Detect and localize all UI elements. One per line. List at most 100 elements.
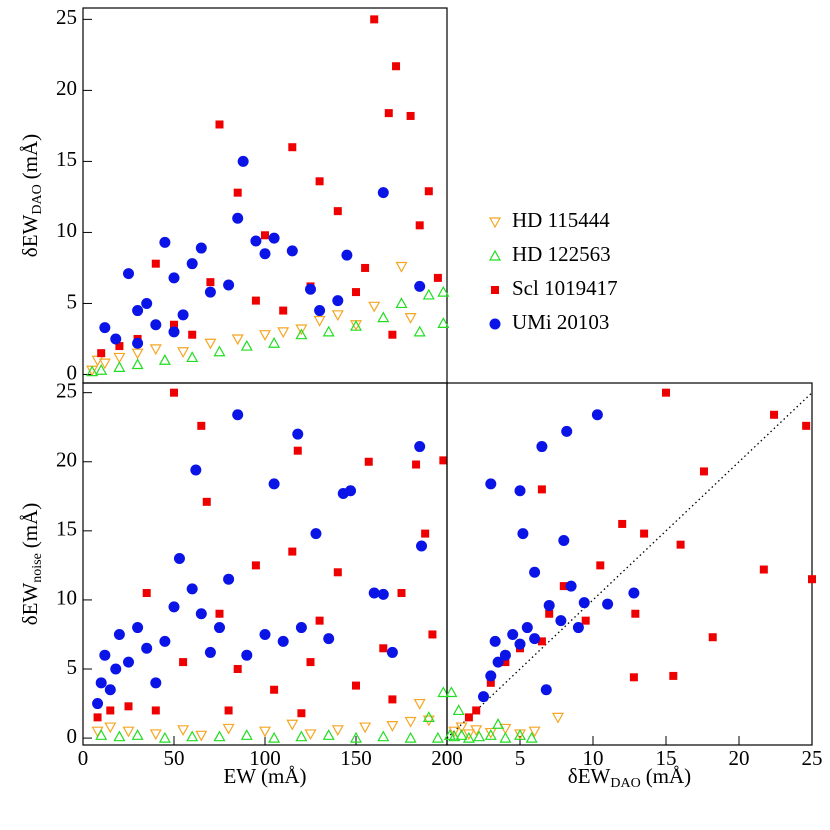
point (478, 691, 489, 703)
point (629, 673, 638, 682)
point (106, 706, 115, 715)
x-tick-label: 0 (442, 746, 453, 770)
point (151, 706, 160, 715)
point (223, 573, 235, 585)
point (455, 729, 468, 740)
point (413, 325, 426, 337)
point (333, 207, 342, 216)
point (123, 656, 134, 668)
point (233, 665, 242, 674)
point (297, 709, 306, 718)
point (499, 731, 512, 743)
point (159, 635, 171, 647)
point (485, 478, 497, 490)
label-text: δEW (18, 583, 42, 626)
point (386, 721, 399, 732)
point (386, 646, 398, 658)
point (484, 727, 497, 739)
point (414, 280, 426, 292)
point (473, 730, 486, 742)
point (93, 713, 102, 722)
point (406, 111, 415, 120)
point (151, 259, 160, 268)
point (333, 568, 342, 577)
point (384, 109, 393, 118)
one-to-one-line (446, 392, 813, 739)
point (352, 681, 360, 690)
point (349, 319, 363, 331)
point (412, 460, 421, 469)
point (555, 615, 567, 627)
x-tick-label: 100 (249, 746, 281, 770)
point (250, 235, 262, 247)
point (158, 731, 171, 743)
point (177, 347, 190, 358)
point (99, 649, 111, 661)
point (368, 301, 381, 313)
point (472, 706, 481, 715)
point (131, 358, 144, 370)
point (669, 671, 678, 680)
point (168, 272, 180, 284)
point (437, 285, 450, 297)
point (204, 646, 216, 658)
point (288, 143, 297, 152)
point (551, 712, 564, 724)
point (528, 726, 541, 738)
point (259, 628, 271, 640)
point (395, 297, 408, 309)
point (379, 644, 388, 653)
point (392, 62, 401, 71)
point (486, 678, 495, 687)
point (110, 663, 122, 675)
point (315, 177, 324, 186)
point (314, 305, 326, 317)
point (404, 313, 417, 324)
point (113, 628, 125, 640)
point (286, 245, 298, 257)
point (98, 358, 111, 370)
point (293, 446, 302, 455)
point (578, 597, 590, 609)
legend-label: HD 115444 (512, 208, 610, 232)
point (240, 729, 253, 740)
point (628, 587, 640, 599)
point (195, 608, 207, 620)
point (618, 519, 627, 528)
point (213, 345, 226, 357)
point (179, 658, 188, 667)
point (332, 295, 344, 307)
point (177, 309, 189, 321)
point (499, 649, 511, 661)
point (104, 684, 116, 696)
point (507, 628, 519, 640)
point (464, 713, 473, 722)
point (99, 322, 111, 334)
point (514, 485, 526, 497)
point (322, 729, 335, 740)
point (529, 566, 541, 578)
point (596, 561, 605, 570)
point (708, 633, 717, 642)
point (113, 352, 126, 364)
axis-label: δEWnoise (mÅ) (18, 503, 45, 626)
point (186, 583, 198, 595)
point (581, 616, 590, 625)
point (223, 279, 235, 291)
point (92, 698, 104, 710)
point (268, 336, 281, 348)
point (322, 325, 335, 337)
point (231, 334, 244, 346)
x-tick-label: 20 (729, 746, 750, 770)
point (131, 348, 144, 360)
point (517, 528, 529, 540)
point (251, 296, 260, 305)
point (132, 337, 144, 349)
point (699, 467, 708, 476)
x-tick-label: 50 (164, 746, 185, 770)
point (349, 731, 363, 743)
point (448, 730, 461, 742)
point (416, 540, 428, 552)
point (186, 258, 198, 270)
